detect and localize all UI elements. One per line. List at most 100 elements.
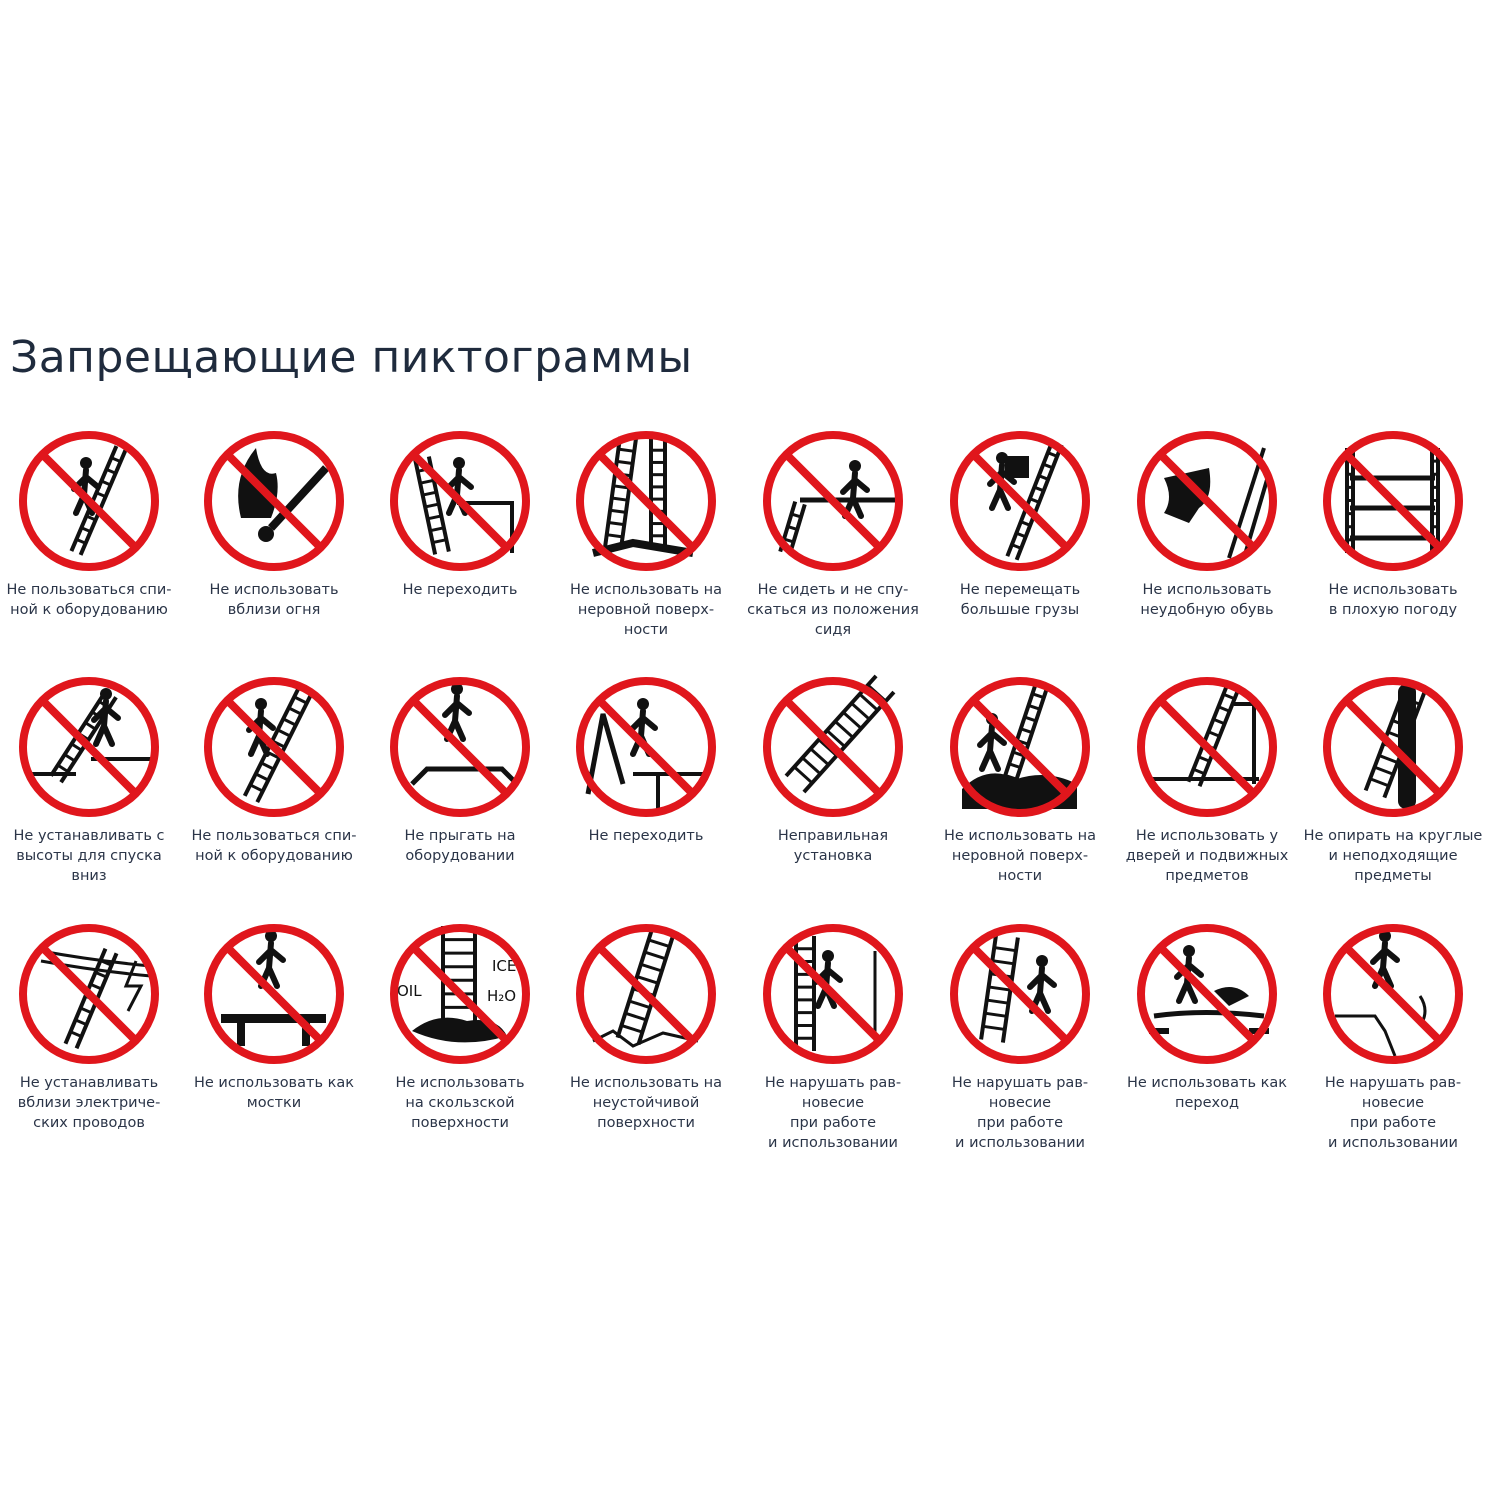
prohibition-circle bbox=[390, 924, 530, 1064]
person-sitting-on-ladder-icon bbox=[763, 431, 903, 571]
pictogram-caption: Не устанавливать вблизи электриче- ских … bbox=[17, 1075, 161, 1131]
prohibition-circle bbox=[950, 431, 1090, 571]
prohibition-circle bbox=[576, 677, 716, 817]
pictogram-caption: Не нарушать рав- новесие при работе и ис… bbox=[1324, 1075, 1462, 1151]
person-back-to-ladder-icon bbox=[204, 677, 344, 817]
pictogram-label: H₂O bbox=[487, 987, 516, 1005]
pictogram-caption: Не использовать как переход bbox=[1126, 1075, 1287, 1111]
pictogram-caption: Не использовать на неровной поверх- ност… bbox=[944, 828, 1096, 884]
prohibition-slash bbox=[1343, 697, 1443, 797]
prohibition-slash bbox=[596, 944, 696, 1044]
prohibition-circle bbox=[390, 431, 530, 571]
pictogram-card: Не нарушать рав- новесие при работе и ис… bbox=[740, 921, 926, 1153]
prohibition-circle bbox=[950, 677, 1090, 817]
prohibition-slash bbox=[970, 451, 1070, 551]
pictogram-card: Не перемещать большые грузы bbox=[927, 428, 1113, 620]
prohibition-circle bbox=[763, 431, 903, 571]
ladder-as-crossing-icon bbox=[1137, 924, 1277, 1064]
prohibition-slash bbox=[970, 697, 1070, 797]
person-climbing-ladder-backwards-icon bbox=[19, 431, 159, 571]
prohibition-circle bbox=[19, 924, 159, 1064]
prohibition-slash bbox=[410, 697, 510, 797]
pictogram-caption: Не использовать у дверей и подвижных пре… bbox=[1125, 828, 1289, 884]
pictogram-caption: Не пользоваться спи- ной к оборудованию bbox=[6, 582, 172, 618]
pictogram-caption: Не использовать на скользской поверхност… bbox=[395, 1075, 525, 1131]
pictogram-card: Не опирать на круглые и неподходящие пре… bbox=[1300, 674, 1486, 886]
person-pushing-ladder-icon bbox=[950, 924, 1090, 1064]
pictogram-card: Не переходить bbox=[367, 428, 553, 600]
prohibition-slash bbox=[1157, 697, 1257, 797]
pictogram-card: Не прыгать на оборудовании bbox=[367, 674, 553, 866]
prohibition-circle bbox=[1137, 924, 1277, 1064]
prohibition-circle bbox=[390, 677, 530, 817]
prohibition-circle bbox=[204, 924, 344, 1064]
slippery-surface-icon: ICE OIL H₂O bbox=[390, 924, 530, 1064]
pictogram-caption: Не устанавливать с высоты для спуска вни… bbox=[13, 828, 165, 884]
pictogram-card: Не использовать неудобную обувь bbox=[1114, 428, 1300, 620]
pictogram-card: Не использовать как переход bbox=[1114, 921, 1300, 1113]
prohibition-slash bbox=[596, 451, 696, 551]
prohibition-slash bbox=[224, 451, 324, 551]
shoe-icon bbox=[1137, 431, 1277, 571]
prohibition-slash bbox=[39, 944, 139, 1044]
pictogram-caption: Не переходить bbox=[402, 582, 518, 598]
pictogram-card: Не использовать на неровной поверх- ност… bbox=[927, 674, 1113, 886]
unstable-surface-icon bbox=[576, 924, 716, 1064]
prohibition-circle bbox=[1323, 924, 1463, 1064]
pictogram-card: Не переходить bbox=[553, 674, 739, 846]
pictogram-caption: Не опирать на круглые и неподходящие пре… bbox=[1303, 828, 1483, 884]
prohibition-slash bbox=[39, 697, 139, 797]
prohibition-slash bbox=[1343, 451, 1443, 551]
pictogram-card: Не использовать вблизи огня bbox=[181, 428, 367, 620]
person-hammering-icon bbox=[763, 924, 903, 1064]
bad-weather-icon bbox=[1323, 431, 1463, 571]
prohibition-circle bbox=[1137, 431, 1277, 571]
pictogram-card: Не использовать в плохую погоду bbox=[1300, 428, 1486, 620]
ladder-as-bridge-icon bbox=[204, 924, 344, 1064]
prohibition-slash bbox=[596, 697, 696, 797]
pictogram-card: Не использовать на неустойчивой поверхно… bbox=[553, 921, 739, 1133]
prohibition-circle bbox=[576, 924, 716, 1064]
pictogram-card: Не пользоваться спи- ной к оборудованию bbox=[0, 428, 182, 620]
pictogram-card: Не использовать на неровной поверх- ност… bbox=[553, 428, 739, 640]
pictogram-card: Не использовать как мостки bbox=[181, 921, 367, 1113]
prohibition-slash bbox=[783, 697, 883, 797]
person-carrying-box-icon bbox=[950, 431, 1090, 571]
pictogram-caption: Не использовать на неустойчивой поверхно… bbox=[570, 1075, 722, 1131]
prohibition-circle bbox=[950, 924, 1090, 1064]
prohibition-circle bbox=[19, 677, 159, 817]
prohibition-slash bbox=[224, 944, 324, 1044]
fire-match-icon bbox=[204, 431, 344, 571]
prohibition-circle bbox=[19, 431, 159, 571]
prohibition-slash bbox=[410, 944, 510, 1044]
prohibition-circle bbox=[1323, 677, 1463, 817]
pictogram-caption: Не сидеть и не спу- скаться из положения… bbox=[747, 582, 919, 638]
pictogram-card: Не устанавливать вблизи электриче- ских … bbox=[0, 921, 182, 1133]
pictogram-caption: Не использовать на неровной поверх- ност… bbox=[570, 582, 722, 638]
pictogram-card: Неправильная установка bbox=[740, 674, 926, 866]
pictogram-card: Не устанавливать с высоты для спуска вни… bbox=[0, 674, 182, 886]
pictogram-caption: Не использовать вблизи огня bbox=[209, 582, 339, 618]
prohibition-circle bbox=[763, 677, 903, 817]
prohibition-slash bbox=[1157, 944, 1257, 1044]
pictogram-card: Не нарушать рав- новесие при работе и ис… bbox=[1300, 921, 1486, 1153]
person-falling-icon bbox=[1323, 924, 1463, 1064]
pictogram-card: Не пользоваться спи- ной к оборудованию bbox=[181, 674, 367, 866]
prohibition-circle bbox=[576, 431, 716, 571]
prohibition-circle bbox=[204, 431, 344, 571]
person-crossing-ladder-icon bbox=[576, 677, 716, 817]
prohibition-circle bbox=[204, 677, 344, 817]
pictogram-caption: Не нарушать рав- новесие при работе и ис… bbox=[951, 1075, 1089, 1151]
page-title: Запрещающие пиктограммы bbox=[10, 332, 693, 383]
prohibition-slash bbox=[410, 451, 510, 551]
pictogram-caption: Не переходить bbox=[588, 828, 704, 844]
ladder-near-door-icon bbox=[1137, 677, 1277, 817]
prohibition-circle bbox=[1323, 431, 1463, 571]
pictogram-card: Не нарушать рав- новесие при работе и ис… bbox=[927, 921, 1113, 1153]
electric-wires-icon bbox=[19, 924, 159, 1064]
prohibition-slash bbox=[1343, 944, 1443, 1044]
person-stepping-off-ladder-icon bbox=[390, 431, 530, 571]
pictogram-caption: Не прыгать на оборудовании bbox=[404, 828, 516, 864]
prohibition-slash bbox=[783, 944, 883, 1044]
prohibition-slash bbox=[224, 697, 324, 797]
